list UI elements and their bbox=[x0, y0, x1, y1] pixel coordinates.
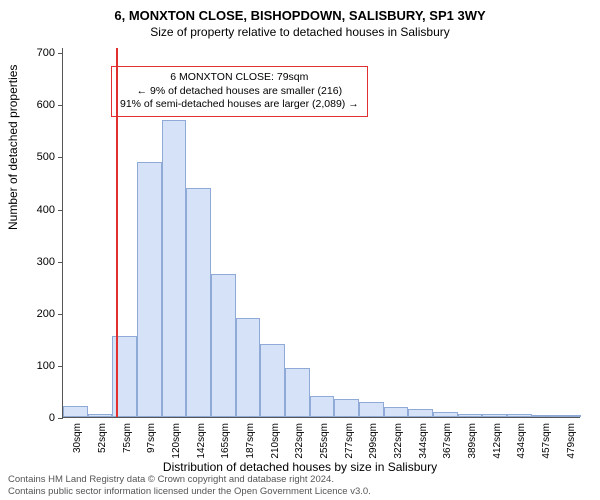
infobox-line2: ← 9% of detached houses are smaller (216… bbox=[120, 85, 359, 99]
y-tick-label: 100 bbox=[37, 360, 55, 372]
y-tick-label: 0 bbox=[49, 412, 55, 424]
y-tick-label: 400 bbox=[37, 204, 55, 216]
x-tick-label: 434sqm bbox=[516, 423, 527, 459]
title-subtitle: Size of property relative to detached ho… bbox=[0, 23, 600, 39]
histogram-bar bbox=[532, 415, 557, 417]
y-tick-label: 200 bbox=[37, 308, 55, 320]
y-tick-label: 700 bbox=[37, 47, 55, 59]
x-tick-label: 75sqm bbox=[122, 423, 133, 453]
x-tick-label: 299sqm bbox=[368, 423, 379, 459]
x-tick-label: 232sqm bbox=[294, 423, 305, 459]
histogram-bar bbox=[310, 396, 335, 417]
histogram-bar bbox=[334, 399, 359, 417]
infobox-line1: 6 MONXTON CLOSE: 79sqm bbox=[120, 71, 359, 85]
x-tick-label: 255sqm bbox=[319, 423, 330, 459]
histogram-bar bbox=[211, 274, 236, 417]
x-tick-label: 187sqm bbox=[245, 423, 256, 459]
histogram-plot: 6 MONXTON CLOSE: 79sqm ← 9% of detached … bbox=[62, 48, 580, 418]
x-tick-label: 52sqm bbox=[97, 423, 108, 453]
histogram-bar bbox=[458, 414, 483, 417]
y-tick-label: 300 bbox=[37, 256, 55, 268]
y-tick bbox=[58, 210, 63, 211]
x-tick-label: 344sqm bbox=[418, 423, 429, 459]
footer-attribution: Contains HM Land Registry data © Crown c… bbox=[8, 474, 371, 497]
histogram-bar bbox=[63, 406, 88, 417]
marker-info-box: 6 MONXTON CLOSE: 79sqm ← 9% of detached … bbox=[111, 66, 368, 117]
x-tick-label: 165sqm bbox=[220, 423, 231, 459]
histogram-bar bbox=[384, 407, 409, 417]
y-tick bbox=[58, 157, 63, 158]
title-address: 6, MONXTON CLOSE, BISHOPDOWN, SALISBURY,… bbox=[0, 0, 600, 23]
histogram-bar bbox=[482, 414, 507, 417]
infobox-line3: 91% of semi-detached houses are larger (… bbox=[120, 98, 359, 112]
histogram-bar bbox=[137, 162, 162, 417]
y-tick bbox=[58, 418, 63, 419]
y-tick bbox=[58, 105, 63, 106]
histogram-bar bbox=[433, 412, 458, 417]
x-tick-label: 142sqm bbox=[196, 423, 207, 459]
y-axis-label: Number of detached properties bbox=[6, 65, 20, 230]
x-tick-label: 30sqm bbox=[72, 423, 83, 453]
histogram-bar bbox=[260, 344, 285, 417]
x-tick-label: 479sqm bbox=[566, 423, 577, 459]
y-tick bbox=[58, 314, 63, 315]
histogram-bar bbox=[186, 188, 211, 417]
histogram-bar bbox=[556, 415, 581, 417]
x-tick-label: 97sqm bbox=[146, 423, 157, 453]
y-tick bbox=[58, 366, 63, 367]
y-tick-label: 500 bbox=[37, 151, 55, 163]
y-tick bbox=[58, 53, 63, 54]
x-tick-label: 120sqm bbox=[171, 423, 182, 459]
histogram-bar bbox=[408, 409, 433, 417]
x-tick-label: 457sqm bbox=[541, 423, 552, 459]
histogram-bar bbox=[359, 402, 384, 417]
marker-vertical-line bbox=[116, 48, 118, 417]
histogram-bar bbox=[162, 120, 187, 417]
histogram-bar bbox=[285, 368, 310, 418]
y-tick bbox=[58, 262, 63, 263]
histogram-bar bbox=[236, 318, 261, 417]
chart-container: 6, MONXTON CLOSE, BISHOPDOWN, SALISBURY,… bbox=[0, 0, 600, 500]
x-tick-label: 210sqm bbox=[270, 423, 281, 459]
histogram-bar bbox=[88, 414, 113, 417]
x-tick-label: 322sqm bbox=[393, 423, 404, 459]
histogram-bar bbox=[507, 414, 532, 417]
x-tick-label: 277sqm bbox=[344, 423, 355, 459]
x-tick-label: 367sqm bbox=[442, 423, 453, 459]
x-tick-label: 389sqm bbox=[467, 423, 478, 459]
x-tick-label: 412sqm bbox=[492, 423, 503, 459]
x-axis-label: Distribution of detached houses by size … bbox=[0, 460, 600, 474]
y-tick-label: 600 bbox=[37, 99, 55, 111]
